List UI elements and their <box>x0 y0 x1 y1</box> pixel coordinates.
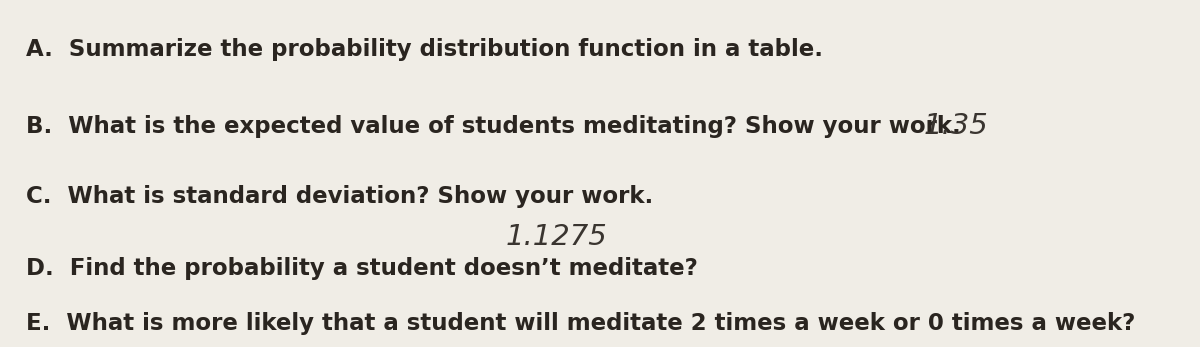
Text: C.  What is standard deviation? Show your work.: C. What is standard deviation? Show your… <box>26 185 653 208</box>
Text: 1.1275: 1.1275 <box>506 223 607 251</box>
Text: A.  Summarize the probability distribution function in a table.: A. Summarize the probability distributio… <box>26 38 823 61</box>
Text: 1.35: 1.35 <box>924 112 988 140</box>
Text: E.  What is more likely that a student will meditate 2 times a week or 0 times a: E. What is more likely that a student wi… <box>26 312 1135 335</box>
Text: D.  Find the probability a student doesn’t meditate?: D. Find the probability a student doesn’… <box>26 256 698 280</box>
Text: B.  What is the expected value of students meditating? Show your work.: B. What is the expected value of student… <box>26 115 961 138</box>
